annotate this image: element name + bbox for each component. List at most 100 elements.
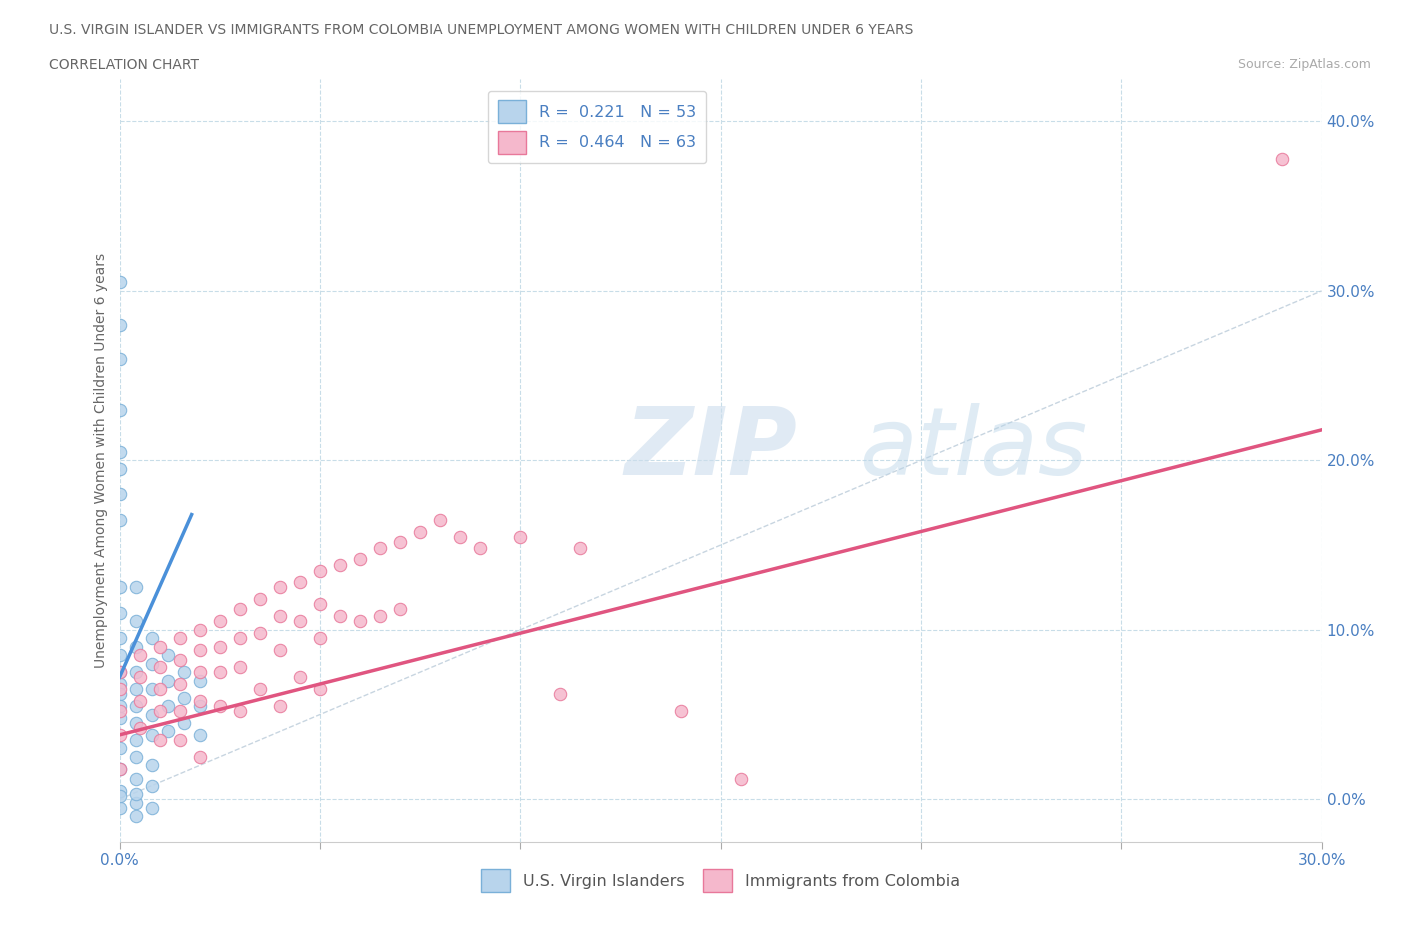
Point bbox=[108, 631, 131, 645]
Point bbox=[188, 698, 211, 713]
Point bbox=[269, 698, 291, 713]
Point bbox=[149, 682, 172, 697]
Point bbox=[108, 461, 131, 476]
Point bbox=[188, 694, 211, 709]
Point bbox=[309, 631, 332, 645]
Point bbox=[108, 762, 131, 777]
Point bbox=[141, 801, 163, 816]
Point bbox=[108, 580, 131, 595]
Point bbox=[228, 704, 252, 719]
Point bbox=[368, 609, 391, 624]
Point bbox=[349, 614, 371, 629]
Point bbox=[468, 541, 492, 556]
Text: U.S. VIRGIN ISLANDER VS IMMIGRANTS FROM COLOMBIA UNEMPLOYMENT AMONG WOMEN WITH C: U.S. VIRGIN ISLANDER VS IMMIGRANTS FROM … bbox=[49, 23, 914, 37]
Point bbox=[169, 653, 191, 668]
Point bbox=[269, 643, 291, 658]
Point bbox=[108, 512, 131, 527]
Point bbox=[128, 648, 150, 663]
Point bbox=[128, 694, 150, 709]
Point bbox=[329, 609, 352, 624]
Point bbox=[409, 525, 432, 539]
Point bbox=[108, 275, 131, 290]
Point bbox=[730, 772, 752, 787]
Point bbox=[108, 665, 131, 680]
Point bbox=[124, 698, 146, 713]
Point bbox=[188, 622, 211, 637]
Point bbox=[208, 665, 231, 680]
Point bbox=[141, 758, 163, 773]
Point bbox=[124, 809, 146, 824]
Point bbox=[124, 715, 146, 730]
Point bbox=[108, 698, 131, 713]
Point bbox=[249, 626, 271, 641]
Point bbox=[156, 698, 179, 713]
Point bbox=[569, 541, 592, 556]
Point bbox=[208, 614, 231, 629]
Point bbox=[669, 704, 692, 719]
Point bbox=[249, 591, 271, 606]
Point bbox=[208, 639, 231, 654]
Legend: U.S. Virgin Islanders, Immigrants from Colombia: U.S. Virgin Islanders, Immigrants from C… bbox=[475, 863, 966, 898]
Point bbox=[124, 772, 146, 787]
Point bbox=[188, 750, 211, 764]
Text: CORRELATION CHART: CORRELATION CHART bbox=[49, 58, 200, 72]
Point bbox=[368, 541, 391, 556]
Point bbox=[124, 682, 146, 697]
Point bbox=[124, 733, 146, 748]
Y-axis label: Unemployment Among Women with Children Under 6 years: Unemployment Among Women with Children U… bbox=[94, 253, 108, 668]
Point bbox=[141, 727, 163, 742]
Point bbox=[156, 673, 179, 688]
Point bbox=[141, 707, 163, 722]
Point bbox=[188, 673, 211, 688]
Point bbox=[156, 724, 179, 739]
Point bbox=[269, 609, 291, 624]
Point bbox=[309, 682, 332, 697]
Point bbox=[349, 551, 371, 566]
Point bbox=[509, 529, 531, 544]
Point bbox=[124, 665, 146, 680]
Point bbox=[108, 801, 131, 816]
Point bbox=[228, 659, 252, 674]
Point bbox=[228, 602, 252, 617]
Point bbox=[124, 795, 146, 810]
Point bbox=[173, 665, 195, 680]
Point bbox=[169, 631, 191, 645]
Point bbox=[449, 529, 471, 544]
Point bbox=[108, 402, 131, 417]
Point bbox=[249, 682, 271, 697]
Point bbox=[108, 665, 131, 680]
Point bbox=[108, 677, 131, 692]
Point bbox=[108, 762, 131, 777]
Text: Source: ZipAtlas.com: Source: ZipAtlas.com bbox=[1237, 58, 1371, 71]
Point bbox=[128, 721, 150, 736]
Point bbox=[169, 733, 191, 748]
Point bbox=[288, 670, 311, 684]
Point bbox=[228, 631, 252, 645]
Point bbox=[169, 677, 191, 692]
Point bbox=[188, 665, 211, 680]
Point bbox=[1271, 152, 1294, 166]
Point bbox=[108, 783, 131, 798]
Point bbox=[288, 614, 311, 629]
Point bbox=[141, 778, 163, 793]
Point bbox=[169, 704, 191, 719]
Point bbox=[141, 657, 163, 671]
Point bbox=[188, 727, 211, 742]
Text: ZIP: ZIP bbox=[624, 403, 797, 495]
Point bbox=[149, 733, 172, 748]
Point bbox=[149, 639, 172, 654]
Point bbox=[173, 690, 195, 705]
Point bbox=[124, 750, 146, 764]
Point bbox=[141, 631, 163, 645]
Text: atlas: atlas bbox=[859, 404, 1087, 495]
Point bbox=[550, 686, 572, 701]
Point bbox=[388, 534, 412, 549]
Point bbox=[329, 558, 352, 573]
Point bbox=[288, 575, 311, 590]
Point bbox=[124, 787, 146, 802]
Point bbox=[149, 704, 172, 719]
Point bbox=[128, 670, 150, 684]
Point bbox=[149, 659, 172, 674]
Point bbox=[141, 682, 163, 697]
Point bbox=[108, 317, 131, 332]
